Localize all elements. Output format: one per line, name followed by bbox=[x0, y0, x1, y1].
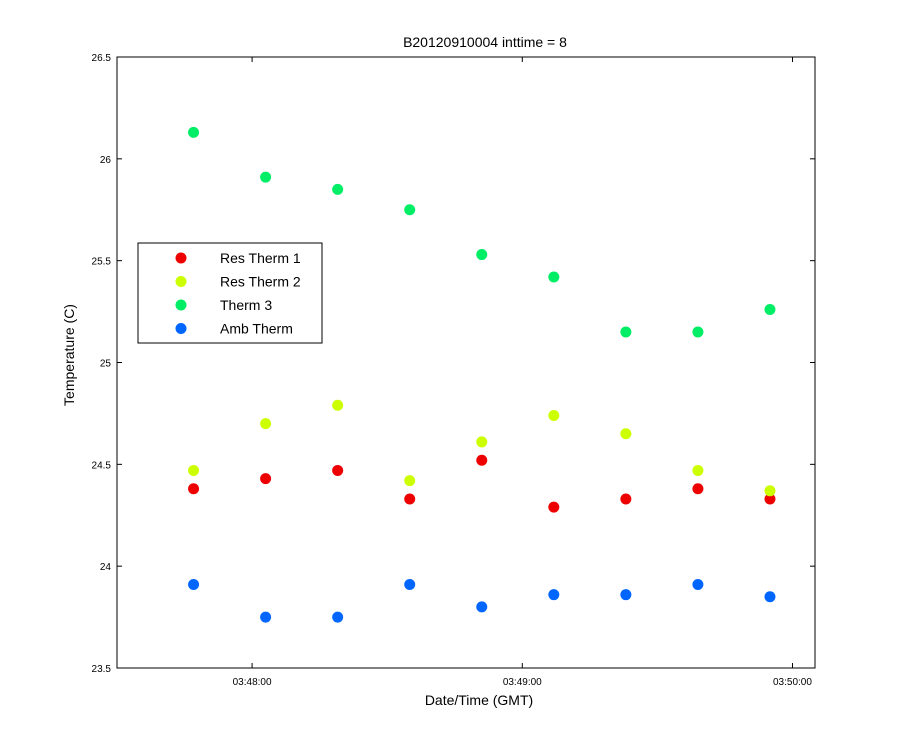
data-point bbox=[188, 578, 200, 590]
data-point bbox=[188, 126, 200, 138]
data-point bbox=[764, 485, 776, 497]
data-point bbox=[404, 578, 416, 590]
y-tick-label: 24.5 bbox=[92, 460, 112, 471]
data-point bbox=[764, 591, 776, 603]
data-point bbox=[620, 493, 632, 505]
y-tick-label: 26 bbox=[100, 155, 112, 166]
legend-box bbox=[137, 242, 323, 344]
data-point bbox=[692, 326, 704, 338]
data-point bbox=[548, 271, 560, 283]
legend-marker bbox=[175, 276, 187, 287]
data-point bbox=[332, 183, 344, 195]
legend-label: Therm 3 bbox=[220, 297, 272, 313]
legend: Res Therm 1 Res Therm 2 Therm 3 Amb Therm bbox=[137, 242, 323, 344]
data-point bbox=[764, 304, 776, 316]
data-point bbox=[692, 483, 704, 495]
data-points bbox=[188, 126, 776, 623]
data-point bbox=[548, 589, 560, 601]
y-axis-title: Temperature (C) bbox=[61, 304, 77, 406]
axis-ticks: 23.5 24 24.5 25 25.5 26 26.5 03:48:00 03:49:00 03… bbox=[92, 53, 815, 688]
data-point bbox=[620, 326, 632, 338]
data-point bbox=[188, 464, 200, 476]
y-tick-label: 24 bbox=[100, 562, 112, 573]
plot-area bbox=[116, 56, 816, 669]
legend-marker bbox=[175, 252, 187, 264]
data-point bbox=[188, 483, 200, 495]
data-point bbox=[548, 501, 560, 513]
series-1 bbox=[188, 399, 776, 497]
data-point bbox=[260, 171, 272, 183]
data-point bbox=[476, 601, 488, 613]
y-tick-label: 25 bbox=[100, 359, 112, 370]
data-point bbox=[692, 464, 704, 476]
legend-label: Res Therm 1 bbox=[220, 250, 301, 266]
data-point bbox=[620, 428, 632, 440]
series-0 bbox=[188, 454, 776, 513]
data-point bbox=[548, 409, 560, 421]
data-point bbox=[260, 611, 272, 623]
data-point bbox=[476, 436, 488, 448]
data-point bbox=[764, 493, 776, 505]
x-tick-label: 03:50:00 bbox=[773, 677, 812, 688]
data-point bbox=[260, 418, 272, 430]
legend-label: Amb Therm bbox=[220, 321, 293, 337]
y-tick-label: 23.5 bbox=[92, 664, 112, 675]
data-point bbox=[476, 249, 488, 261]
data-point bbox=[404, 204, 416, 216]
data-point bbox=[260, 473, 272, 485]
x-tick-label: 03:49:00 bbox=[503, 677, 542, 688]
data-point bbox=[476, 454, 488, 466]
chart-title: B20120910004 inttime = 8 bbox=[403, 34, 567, 50]
data-point bbox=[332, 464, 344, 476]
x-tick-label: 03:48:00 bbox=[233, 677, 272, 688]
data-point bbox=[404, 475, 416, 487]
legend-marker bbox=[175, 299, 187, 311]
data-point bbox=[620, 589, 632, 601]
x-axis-title: Date/Time (GMT) bbox=[425, 692, 533, 708]
data-point bbox=[332, 611, 344, 623]
y-tick-label: 25.5 bbox=[92, 257, 112, 268]
data-point bbox=[404, 493, 416, 505]
y-tick-label: 26.5 bbox=[92, 53, 112, 64]
series-3 bbox=[188, 578, 776, 623]
series-2 bbox=[188, 126, 776, 338]
legend-marker bbox=[175, 323, 187, 334]
data-point bbox=[692, 578, 704, 590]
data-point bbox=[332, 399, 344, 411]
legend-label: Res Therm 2 bbox=[220, 274, 301, 290]
